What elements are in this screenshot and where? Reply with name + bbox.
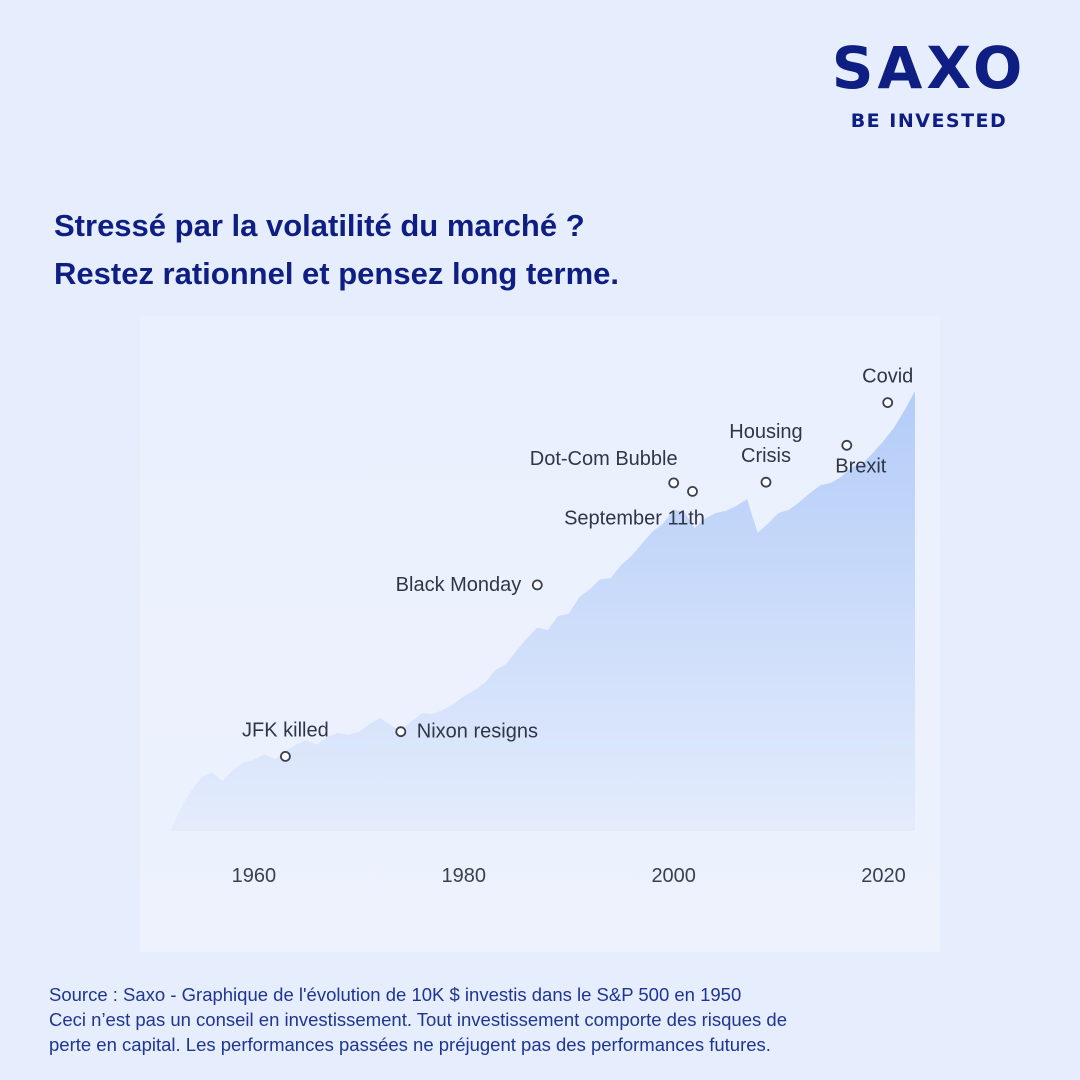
event-label: Dot-Com Bubble [530,448,678,470]
event-marker [279,750,291,762]
footer-notes: Source : Saxo - Graphique de l'évolution… [49,982,933,1057]
event-label: September 11th [564,507,705,529]
event-label: Housing Crisis [729,421,802,467]
x-tick-label: 2000 [651,865,696,887]
growth-area-chart: 1960 1980 2000 2020 JFK killed Nixon resigns B… [170,366,915,887]
logo-wordmark: SAXO [831,34,1027,102]
page-title: Stressé par la volatilité du marché ? Re… [54,202,954,298]
source-note: Source : Saxo - Graphique de l'évolution… [49,984,742,1005]
event-marker [395,726,407,738]
x-tick-label: 1960 [232,865,277,887]
event-marker [687,485,698,497]
event-label: Nixon resigns [417,721,538,743]
headline-line-1: Stressé par la volatilité du marché ? [54,208,585,243]
event-marker [882,397,894,408]
event-marker [668,477,680,489]
event-label: JFK killed [242,719,329,741]
event-marker [531,579,543,591]
disclaimer-line-1: Ceci n’est pas un conseil en investissem… [49,1009,787,1030]
event-label: Covid [862,366,913,388]
x-tick-label: 2020 [861,865,906,887]
event-marker [760,476,772,488]
event-label: Brexit [835,455,887,477]
event-marker [841,439,853,451]
logo-tagline: BE INVESTED [850,110,1008,132]
headline-line-2: Restez rationnel et pensez long terme. [54,256,620,291]
disclaimer-line-2: perte en capital. Les performances passé… [49,1034,771,1055]
saxo-logo: SAXO BE INVESTED [824,36,1034,132]
chart-panel: 1960 1980 2000 2020 JFK killed Nixon resigns B… [140,316,940,952]
event-label: Black Monday [396,574,522,596]
x-tick-label: 1980 [442,865,487,887]
series-area [170,391,915,831]
